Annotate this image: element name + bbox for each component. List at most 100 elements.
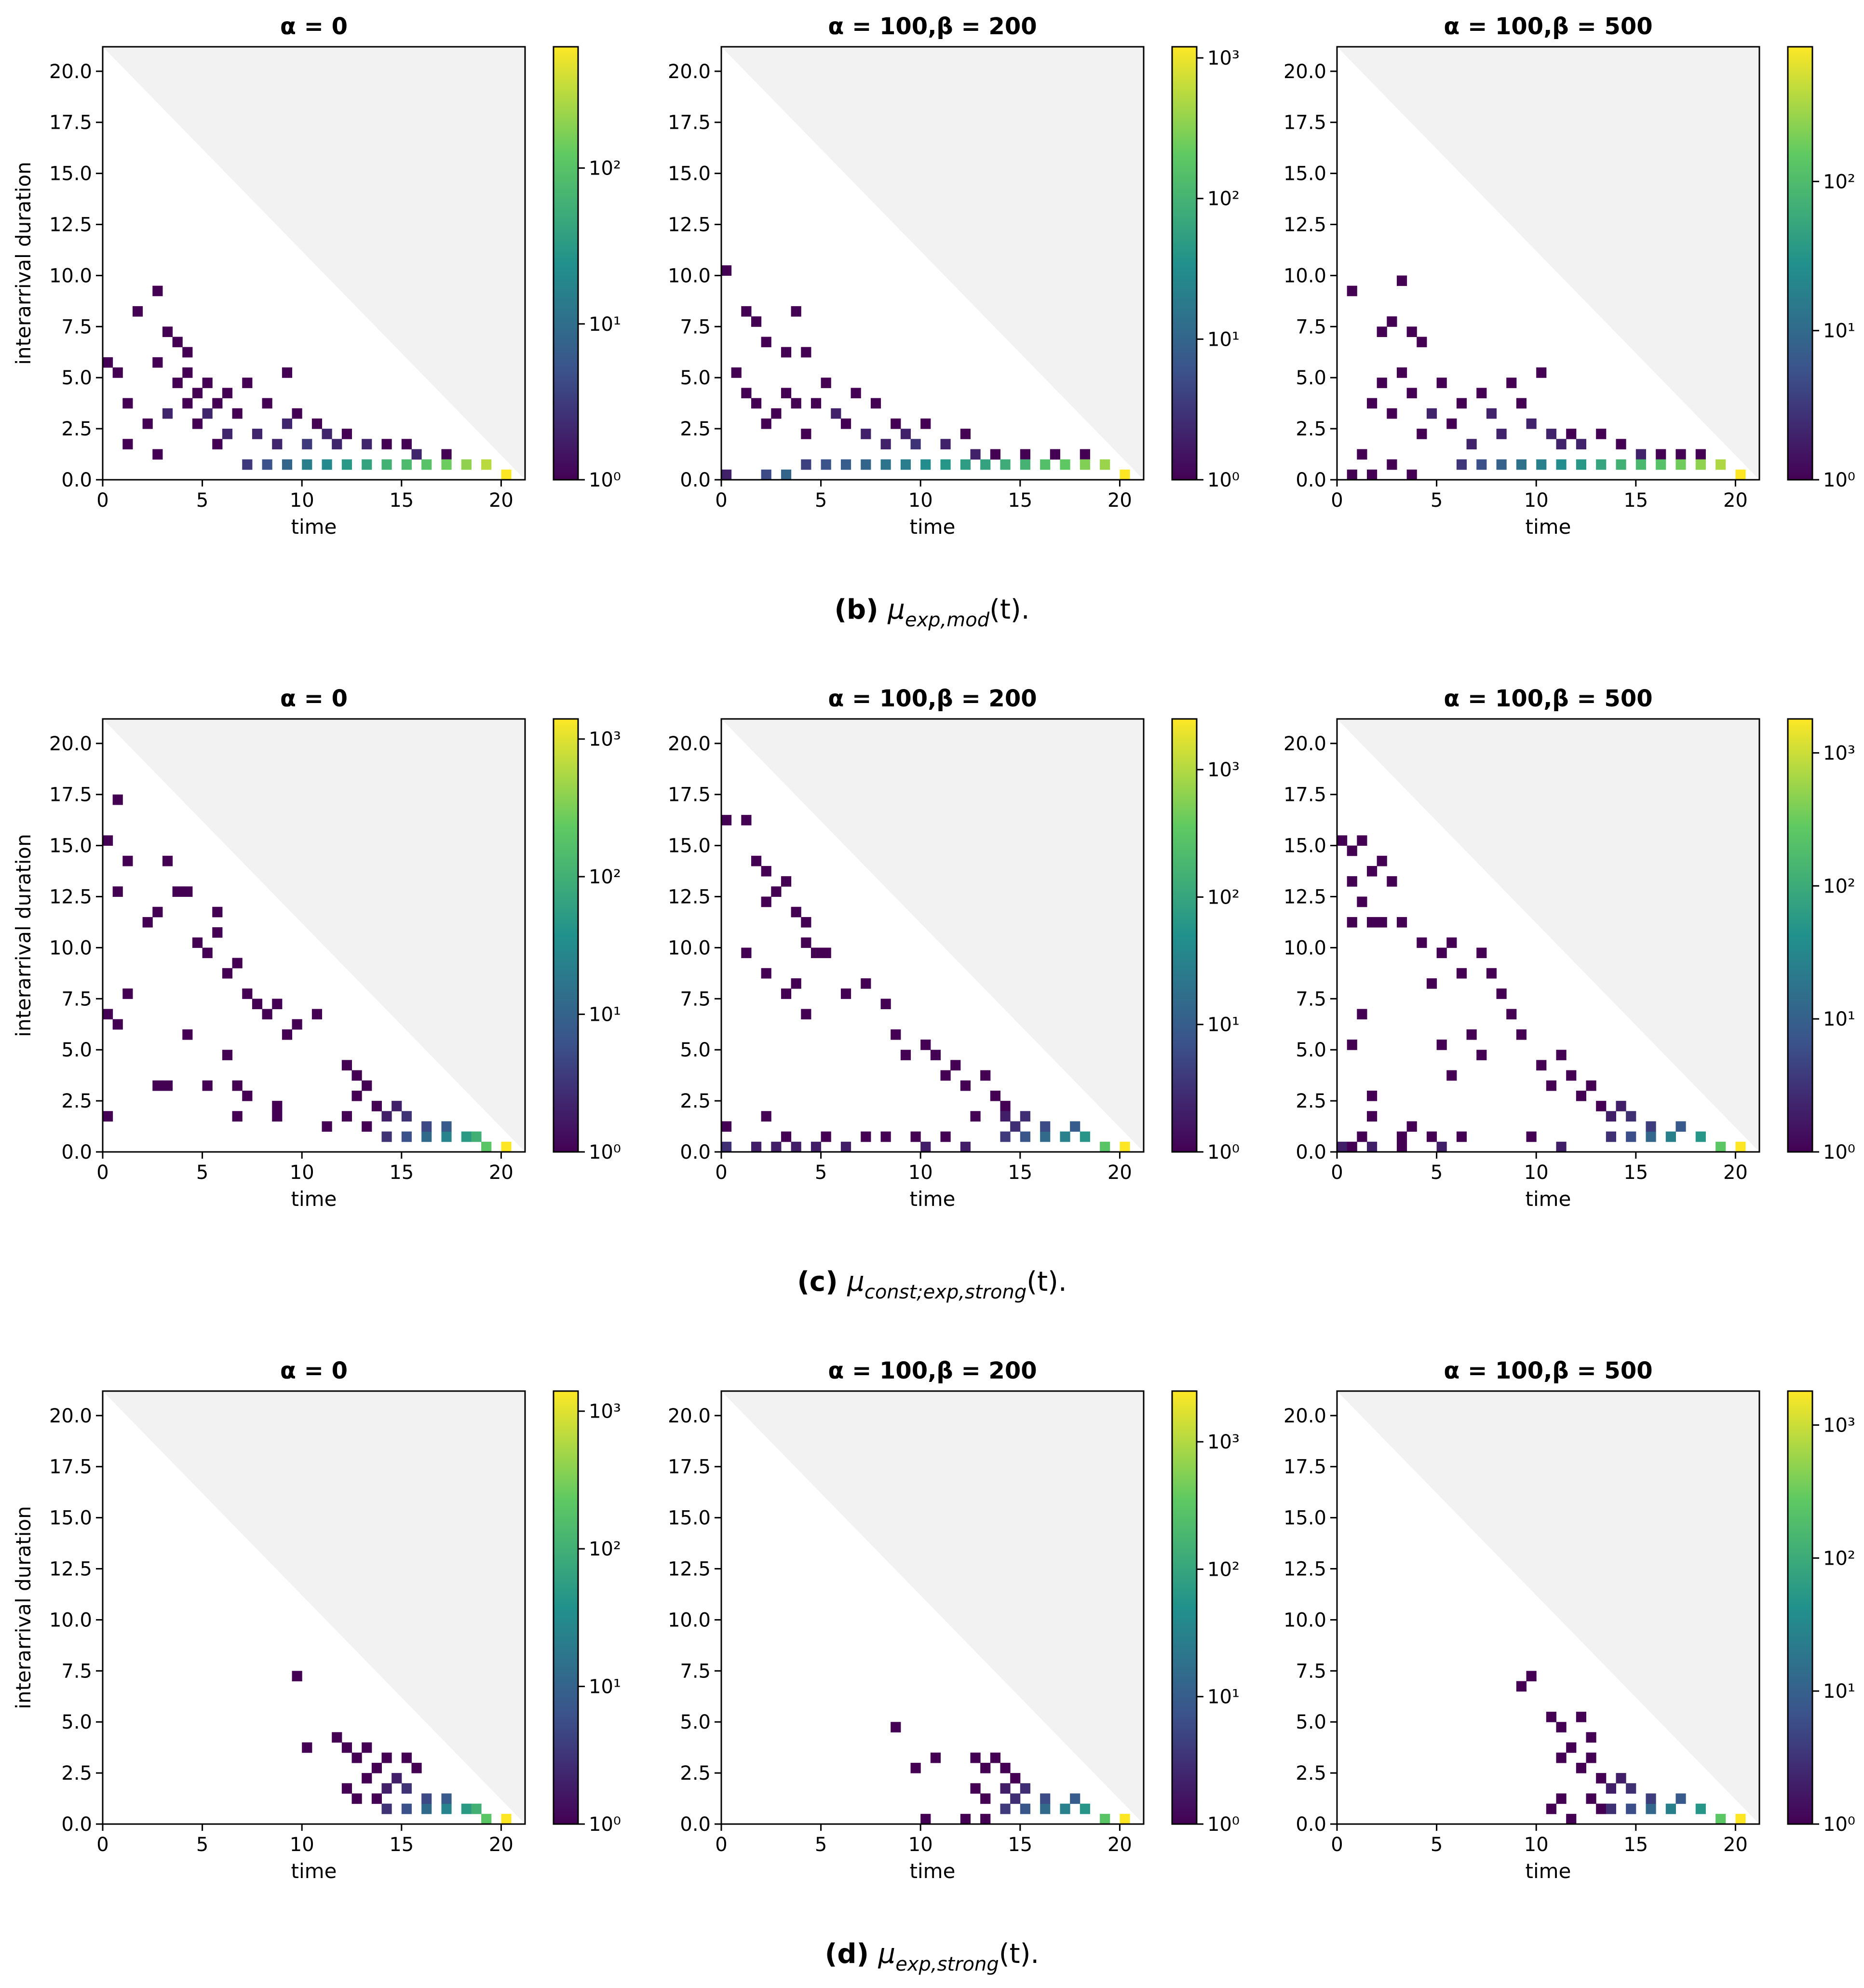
heatmap-cell: [172, 337, 183, 348]
heatmap-cell: [1476, 947, 1487, 959]
heatmap-cell: [1040, 1121, 1051, 1132]
heatmap-cell: [1675, 1793, 1686, 1804]
x-axis-label: time: [291, 1859, 337, 1883]
y-tick-label: 15.0: [49, 1507, 92, 1529]
heatmap-cell: [751, 1141, 762, 1152]
colorbar-tick-label: 10²: [1823, 875, 1855, 897]
heatmap-cell: [103, 357, 113, 368]
heatmap-cell: [212, 927, 223, 938]
heatmap-cell: [162, 1080, 173, 1091]
y-tick-label: 12.5: [668, 1558, 711, 1581]
heatmap-cell: [1100, 1813, 1110, 1825]
heatmap-cell: [920, 1141, 931, 1152]
heatmap-cell: [1506, 378, 1517, 388]
heatmap-cell: [1406, 469, 1417, 480]
x-tick-label: 5: [196, 1162, 208, 1184]
y-tick-label: 10.0: [668, 1609, 711, 1631]
heatmap-cell: [741, 947, 752, 959]
panel-r1-c2: 0 5 10 15 20 0.0 2.5 5.0 7.5 10.0 12.5 15.0 17.5 20.0…: [1283, 685, 1855, 1211]
panel-r2-c1: 0 5 10 15 20 0.0 2.5 5.0 7.5 10.0 12.5 15.0 17.5 20.0…: [668, 1357, 1240, 1883]
heatmap-cell: [1377, 917, 1387, 928]
heatmap-cell: [142, 917, 153, 928]
caption-label: (c): [797, 1266, 847, 1298]
heatmap-cell: [212, 439, 223, 449]
heatmap-cell: [810, 398, 822, 409]
heatmap-cell: [810, 1141, 822, 1152]
colorbar-tick-label: 10³: [1823, 742, 1855, 764]
heatmap-cell: [1366, 866, 1378, 877]
heatmap-cell: [162, 855, 173, 866]
heatmap-cells: [1516, 1671, 1746, 1825]
heatmap-cell: [1576, 439, 1587, 449]
heatmap-cell: [1626, 1783, 1636, 1794]
heatmap-cell: [1546, 1080, 1557, 1091]
heatmap-cell: [341, 1783, 352, 1794]
heatmap-cell: [781, 388, 792, 399]
y-tick-label: 7.5: [1296, 316, 1326, 338]
heatmap-cell: [192, 937, 203, 948]
heatmap-cell: [1000, 1762, 1011, 1773]
colorbar: [1171, 46, 1198, 481]
caption-math: μ: [847, 1266, 864, 1298]
colorbar-tick-label: 10³: [1823, 1414, 1855, 1436]
heatmap-cell: [1436, 1040, 1447, 1050]
heatmap-cell: [940, 439, 951, 449]
heatmap-cell: [791, 978, 801, 989]
heatmap-cell: [401, 1131, 412, 1142]
heatmap-cell: [970, 1783, 981, 1794]
heatmap-cell: [381, 1131, 392, 1142]
heatmap-cell: [441, 459, 452, 470]
colorbar-tick-label: 10⁰: [1207, 469, 1240, 491]
heatmap-cell: [1536, 459, 1547, 470]
y-tick-label: 10.0: [49, 937, 92, 959]
heatmap-cell: [341, 1111, 352, 1122]
heatmap-cell: [421, 1131, 432, 1142]
y-axis-label: interarrival duration: [12, 834, 35, 1037]
y-tick-label: 5.0: [1296, 1711, 1326, 1733]
heatmap-cell: [721, 469, 732, 480]
x-tick-label: 0: [715, 489, 727, 512]
y-tick-label: 17.5: [1283, 784, 1326, 806]
heatmap-cells: [292, 1671, 512, 1825]
heatmap-cell: [1646, 1121, 1656, 1132]
y-tick-label: 5.0: [61, 1039, 92, 1061]
heatmap-cell: [1417, 429, 1427, 439]
heatmap-cell: [1366, 1141, 1378, 1152]
y-tick-label: 7.5: [61, 1660, 92, 1682]
heatmap-cell: [1456, 398, 1467, 409]
heatmap-cell: [1000, 1111, 1011, 1122]
y-tick-label: 0.0: [680, 1813, 711, 1836]
colorbar-tick-label: 10¹: [1207, 328, 1240, 351]
colorbar-tick-label: 10¹: [589, 313, 621, 336]
y-tick-label: 0.0: [61, 469, 92, 491]
heatmap-cell: [1060, 1803, 1070, 1814]
heatmap-cell: [1347, 876, 1357, 887]
colorbar-tick-label: 10¹: [589, 1676, 621, 1698]
heatmap-cell: [1536, 1060, 1547, 1071]
heatmap-cell: [1446, 937, 1457, 948]
heatmap-cell: [1426, 1131, 1437, 1142]
heatmap-cell: [1635, 459, 1646, 470]
y-tick-label: 2.5: [61, 1090, 92, 1112]
plot-frame: [102, 46, 526, 481]
heatmap-cell: [821, 459, 831, 470]
heatmap-cell: [441, 1131, 452, 1142]
x-tick-label: 5: [196, 489, 208, 512]
heatmap-cell: [1120, 1141, 1130, 1152]
y-tick-label: 0.0: [680, 469, 711, 491]
x-tick-label: 15: [389, 1162, 414, 1184]
heatmap-cell: [1366, 469, 1378, 480]
colorbar-tick-label: 10²: [1823, 171, 1855, 193]
heatmap-cell: [1546, 1712, 1557, 1722]
heatmap-cell: [311, 1009, 323, 1020]
heatmap-cell: [421, 1121, 432, 1132]
colorbar-tick-label: 10²: [589, 866, 621, 888]
heatmap-cell: [781, 347, 792, 358]
heatmap-cell: [900, 1050, 911, 1060]
heatmap-cell: [1576, 1762, 1587, 1773]
heatmap-cell: [1586, 1732, 1596, 1743]
heatmap-cell: [192, 388, 203, 399]
heatmap-cell: [362, 1121, 372, 1132]
heatmap-cell: [761, 1111, 771, 1122]
heatmap-cell: [801, 937, 811, 948]
